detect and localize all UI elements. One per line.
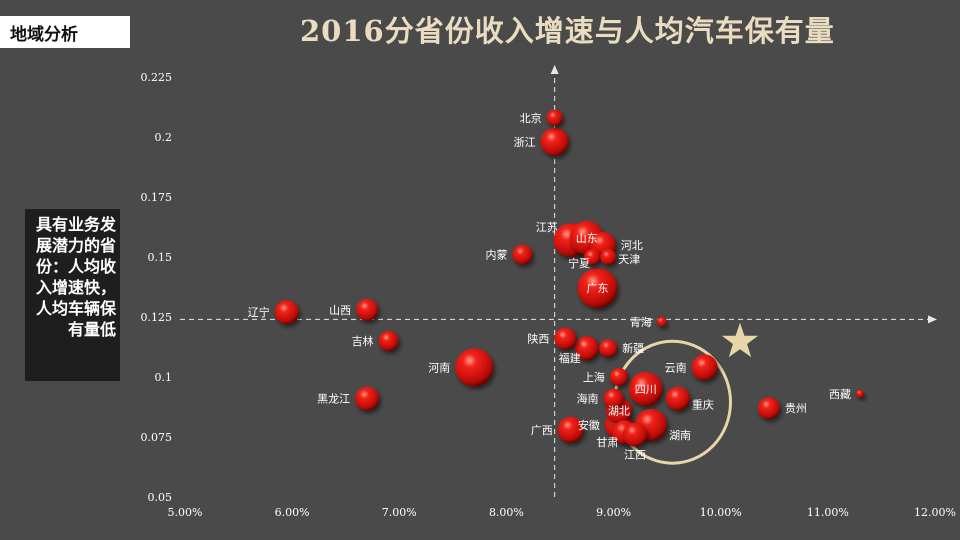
point-label: 宁夏 xyxy=(568,256,590,270)
x-tick-label: 5.00% xyxy=(168,506,203,519)
y-tick-label: 0.225 xyxy=(141,71,173,84)
point-label: 湖南 xyxy=(669,429,691,442)
point-label: 青海 xyxy=(630,315,652,329)
horizontal-reference-arrow xyxy=(928,315,937,324)
data-point xyxy=(665,386,690,411)
data-point xyxy=(546,109,563,126)
data-point xyxy=(574,336,599,361)
point-label: 黑龙江 xyxy=(317,393,350,406)
vertical-reference-arrow xyxy=(550,65,559,74)
x-tick-label: 6.00% xyxy=(275,506,310,519)
point-label: 贵州 xyxy=(785,402,807,415)
y-tick-label: 0.1 xyxy=(155,371,173,384)
data-point xyxy=(356,298,379,321)
point-label: 江苏 xyxy=(536,221,558,234)
x-tick-label: 10.00% xyxy=(700,506,742,519)
data-point xyxy=(609,368,628,386)
y-tick-label: 0.125 xyxy=(141,311,173,324)
point-label: 山东 xyxy=(576,232,598,245)
chart-title: 2016分省份收入增速与人均汽车保有量 xyxy=(300,14,835,48)
point-label: 内蒙 xyxy=(486,248,508,262)
data-point xyxy=(455,348,494,387)
data-point xyxy=(557,416,584,443)
data-point xyxy=(274,300,299,325)
data-point xyxy=(554,327,577,350)
data-point xyxy=(355,386,380,411)
point-label: 陕西 xyxy=(527,332,549,346)
y-tick-label: 0.175 xyxy=(141,191,173,204)
point-label: 山西 xyxy=(329,304,351,317)
data-point xyxy=(691,354,718,381)
data-point xyxy=(599,339,618,358)
point-label: 重庆 xyxy=(692,398,714,412)
point-label: 浙江 xyxy=(514,136,536,149)
point-label: 河北 xyxy=(621,239,643,252)
data-point xyxy=(623,422,647,447)
point-label: 安徽 xyxy=(578,418,600,432)
data-point xyxy=(603,388,624,409)
point-label: 河南 xyxy=(428,361,450,374)
data-point xyxy=(540,127,569,156)
x-tick-label: 9.00% xyxy=(596,506,631,519)
data-point xyxy=(600,249,617,265)
point-label: 福建 xyxy=(559,351,581,365)
point-label: 新疆 xyxy=(622,341,644,355)
x-tick-label: 8.00% xyxy=(489,506,524,519)
y-tick-label: 0.2 xyxy=(155,131,173,144)
data-point xyxy=(577,268,618,309)
point-label: 吉林 xyxy=(352,334,374,348)
point-label: 北京 xyxy=(520,111,542,125)
x-tick-label: 7.00% xyxy=(382,506,417,519)
point-label: 天津 xyxy=(618,253,640,266)
point-label: 海南 xyxy=(577,392,599,406)
point-label: 甘肃 xyxy=(596,436,618,449)
section-tag: 地域分析 xyxy=(0,16,130,48)
point-label: 广西 xyxy=(531,424,553,437)
point-label: 云南 xyxy=(665,361,687,374)
x-tick-label: 12.00% xyxy=(914,506,956,519)
y-tick-label: 0.075 xyxy=(141,431,173,444)
data-point xyxy=(512,244,533,265)
point-label: 上海 xyxy=(583,370,605,384)
point-label: 湖北 xyxy=(608,405,630,418)
x-tick-label: 11.00% xyxy=(807,506,849,519)
callout-note: 具有业务发展潜力的省份：人均收入增速快，人均车辆保有量低 xyxy=(25,209,120,381)
data-point xyxy=(628,372,663,406)
data-point xyxy=(656,316,667,327)
point-label: 西藏 xyxy=(829,388,851,401)
data-point xyxy=(856,389,864,398)
point-label: 江西 xyxy=(624,449,646,462)
y-tick-label: 0.05 xyxy=(148,491,173,504)
point-label: 辽宁 xyxy=(248,305,270,319)
data-point xyxy=(378,331,399,351)
data-point xyxy=(584,249,601,265)
point-label: 四川 xyxy=(635,383,657,396)
data-point xyxy=(757,397,780,420)
y-tick-label: 0.15 xyxy=(148,251,173,264)
star-icon xyxy=(721,322,759,358)
point-label: 广东 xyxy=(587,282,609,295)
